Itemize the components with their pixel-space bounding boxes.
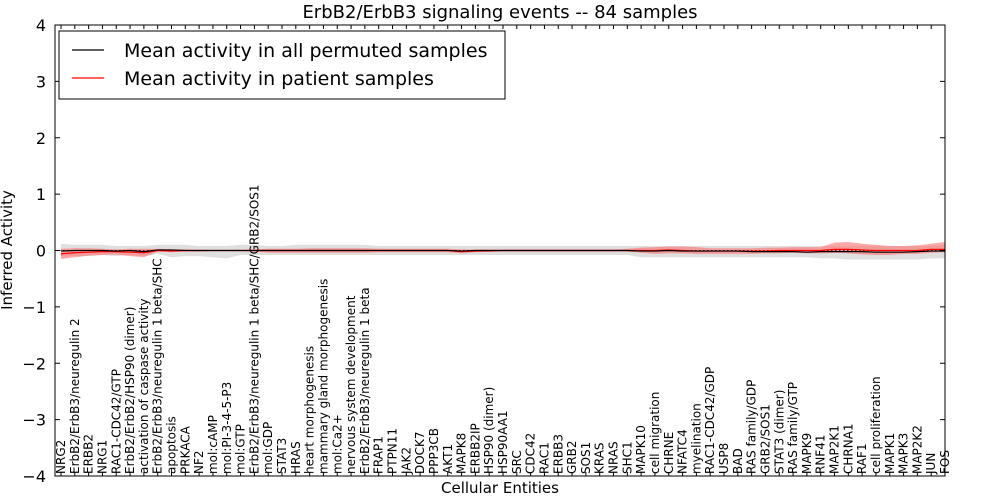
category-label: STAT3 (dimer) bbox=[772, 390, 786, 474]
category-label: CHRNA1 bbox=[841, 423, 855, 474]
series-line-permuted bbox=[60, 249, 945, 253]
category-label: NRG1 bbox=[95, 440, 109, 474]
category-label: HSP90 (dimer) bbox=[482, 387, 496, 474]
category-label: MAPK9 bbox=[800, 433, 814, 474]
category-label: MAPK10 bbox=[634, 425, 648, 474]
y-tick-label: 2 bbox=[36, 129, 46, 148]
category-label: ErbB2/ErbB3/neuregulin 1 beta/SHC bbox=[151, 258, 165, 474]
series-lines bbox=[60, 248, 945, 255]
y-tick-label: −4 bbox=[22, 467, 46, 486]
category-label: USP8 bbox=[717, 443, 731, 474]
category-label: mol:GTP bbox=[234, 424, 248, 474]
category-label: heart morphogenesis bbox=[303, 346, 317, 474]
chart-title: ErbB2/ErbB3 signaling events -- 84 sampl… bbox=[302, 2, 697, 23]
category-label: RAS family/GTP bbox=[786, 382, 800, 474]
category-label: mol:cAMP bbox=[206, 415, 220, 474]
category-label: MAP2K2 bbox=[910, 425, 924, 474]
y-tick-label: 3 bbox=[36, 72, 46, 91]
category-label: apoptosis bbox=[165, 416, 179, 474]
category-label: MAPK8 bbox=[455, 433, 469, 474]
category-label: CDC42 bbox=[524, 433, 538, 474]
y-tick-label: −2 bbox=[22, 354, 46, 373]
category-label: GRB2 bbox=[565, 440, 579, 474]
legend-label-permuted: Mean activity in all permuted samples bbox=[124, 40, 487, 62]
legend-label-patient: Mean activity in patient samples bbox=[124, 68, 434, 90]
category-label: mol:PI-3-4-5-P3 bbox=[220, 382, 234, 474]
category-label: ErbB2/ErbB3/neuregulin 2 bbox=[68, 318, 82, 474]
category-label: RAF1 bbox=[855, 443, 869, 474]
category-label: SHC1 bbox=[620, 441, 634, 474]
category-label: MAPK1 bbox=[883, 433, 897, 474]
y-tick-label: 0 bbox=[36, 242, 46, 261]
category-label: STAT3 bbox=[275, 438, 289, 474]
category-label: SRC bbox=[510, 450, 524, 474]
category-label: ERBB2IP bbox=[468, 423, 482, 474]
category-label: NRAS bbox=[607, 441, 621, 474]
category-label: RAC1-CDC42/GDP bbox=[703, 367, 717, 474]
category-label: FOS bbox=[938, 450, 952, 474]
category-label: PPP3CB bbox=[427, 428, 441, 474]
category-label: RAS family/GDP bbox=[745, 380, 759, 474]
category-label: FRAP1 bbox=[372, 436, 386, 474]
category-label: ERBB3 bbox=[551, 434, 565, 474]
category-label: cell proliferation bbox=[869, 376, 883, 474]
y-axis: 4 3 2 1 0 −1 −2 −3 −4 bbox=[22, 16, 945, 486]
category-label: ERBB2 bbox=[82, 434, 96, 474]
category-label: RAC1 bbox=[537, 442, 551, 474]
category-label: ErbB2/ErbB3/neuregulin 1 beta bbox=[358, 287, 372, 474]
legend: Mean activity in all permuted samples Me… bbox=[58, 30, 506, 100]
category-label: activation of caspase activity bbox=[137, 299, 151, 474]
category-label: HSP90AA1 bbox=[496, 410, 510, 474]
category-label: mol:GDP bbox=[261, 422, 275, 474]
y-tick-label: −3 bbox=[22, 411, 46, 430]
category-labels: NRG2 ErbB2/ErbB3/neuregulin 2 ERBB2 NRG1 RAC… bbox=[54, 184, 952, 475]
category-label: mammary gland morphogenesis bbox=[316, 279, 330, 474]
category-label: mol:Ca2+ bbox=[330, 414, 344, 474]
category-label: SOS1 bbox=[579, 442, 593, 474]
category-label: MAP2K1 bbox=[828, 425, 842, 474]
y-tick-label: 1 bbox=[36, 185, 46, 204]
category-label: RNF41 bbox=[814, 435, 828, 475]
category-label: NF2 bbox=[192, 450, 206, 474]
category-label: BAD bbox=[731, 448, 745, 474]
category-label: KRAS bbox=[593, 442, 607, 474]
category-label: RAC1-CDC42/GTP bbox=[109, 369, 123, 474]
category-label: JUN bbox=[924, 453, 938, 475]
category-label: PTPN11 bbox=[386, 428, 400, 474]
category-label: cell migration bbox=[648, 392, 662, 474]
category-label: GRB2/SOS1 bbox=[758, 404, 772, 474]
y-axis-title: Inferred Activity bbox=[0, 190, 16, 310]
category-label: NFATC4 bbox=[676, 429, 690, 474]
x-axis-title: Cellular Entities bbox=[441, 479, 559, 497]
category-label: ErbB2/ErbB3/neuregulin 1 beta/SHC/GRB2/S… bbox=[247, 184, 261, 474]
category-label: JAK2 bbox=[399, 447, 413, 475]
y-tick-label: 4 bbox=[36, 16, 46, 35]
category-label: ErbB2/ErbB2/HSP90 (dimer) bbox=[123, 307, 137, 474]
category-label: MAPK3 bbox=[897, 433, 911, 474]
category-label: AKT1 bbox=[441, 444, 455, 474]
category-label: PRKACA bbox=[178, 425, 192, 474]
category-label: nervous system development bbox=[344, 295, 358, 474]
category-label: DOCK7 bbox=[413, 431, 427, 474]
category-label: CHRNE bbox=[662, 432, 676, 474]
y-tick-label: −1 bbox=[22, 298, 46, 317]
category-label: HRAS bbox=[289, 441, 303, 474]
x-axis bbox=[60, 25, 946, 476]
category-label: NRG2 bbox=[54, 440, 68, 474]
legend-frame bbox=[58, 30, 506, 100]
category-label: myelination bbox=[689, 403, 703, 474]
